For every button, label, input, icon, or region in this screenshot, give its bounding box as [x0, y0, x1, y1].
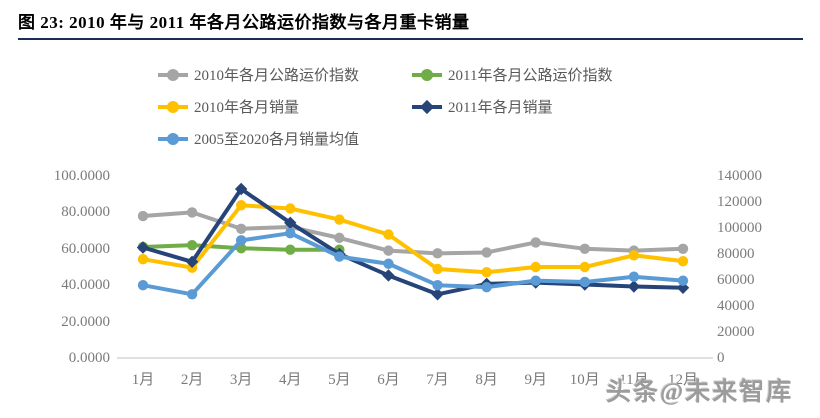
- legend-marker-shape: [421, 68, 433, 81]
- data-point-marker: [628, 250, 640, 261]
- data-point-marker: [579, 261, 591, 273]
- axis-tick-label: 60.0000: [61, 240, 110, 257]
- data-point-marker: [382, 269, 395, 282]
- legend-marker-shape: [167, 100, 179, 113]
- data-point-marker: [235, 200, 247, 211]
- data-point-marker: [530, 261, 541, 273]
- x-axis-month-label: 10月: [569, 372, 600, 388]
- data-point-marker: [481, 281, 492, 293]
- title-divider: [18, 38, 803, 40]
- data-point-marker: [677, 255, 689, 267]
- legend-marker-icon: [158, 68, 188, 81]
- left-axis-labels: 100.0000 80.0000 60.0000 40.0000 20.0000 0.00…: [28, 0, 110, 418]
- legend-item: 2010年各月销量: [158, 96, 412, 117]
- data-point-marker: [285, 244, 296, 255]
- x-axis-month-label: 7月: [426, 372, 449, 388]
- data-point-marker: [235, 235, 247, 246]
- x-axis-month-label: 3月: [229, 372, 253, 388]
- data-point-marker: [334, 251, 345, 262]
- axis-tick-label: 80.0000: [61, 204, 110, 221]
- axis-tick-label: 120000: [717, 194, 762, 210]
- legend-marker-icon: [158, 100, 188, 113]
- data-point-marker: [627, 280, 641, 293]
- data-point-marker: [234, 182, 248, 196]
- data-point-marker: [186, 207, 198, 218]
- series-line: [141, 203, 685, 275]
- figure-title: 图 23: 2010 年与 2011 年各月公路运价指数与各月重卡销量: [18, 13, 470, 32]
- axis-tick-label: 20000: [717, 324, 755, 340]
- data-point-marker: [628, 271, 640, 282]
- legend-item: 2010年各月公路运价指数: [158, 64, 412, 85]
- legend-item: 2011年各月销量: [412, 96, 692, 117]
- series-line: [141, 187, 685, 297]
- data-point-marker: [136, 241, 150, 254]
- x-axis-month-label: 9月: [524, 372, 547, 388]
- data-point-marker: [137, 210, 149, 222]
- legend-label: 2011年各月销量: [448, 100, 553, 116]
- legend-label: 2011年各月公路运价指数: [448, 68, 613, 84]
- data-point-marker: [677, 275, 689, 286]
- x-axis-month-label: 1月: [131, 372, 155, 388]
- right-axis-labels: 140000 120000 100000 80000 60000 40000 20000 0: [717, 0, 792, 418]
- data-point-marker: [481, 247, 492, 258]
- data-point-marker: [579, 243, 591, 254]
- data-point-marker: [431, 288, 444, 301]
- axis-tick-label: 60000: [717, 272, 755, 288]
- x-axis-month-label: 5月: [328, 372, 351, 388]
- legend-item: 2011年各月公路运价指数: [412, 64, 692, 85]
- legend-marker-shape: [167, 132, 179, 145]
- legend-marker-shape: [167, 68, 179, 81]
- legend-marker-icon: [158, 132, 188, 145]
- data-point-marker: [137, 280, 149, 291]
- axis-tick-label: 20.0000: [61, 313, 110, 330]
- data-point-marker: [186, 239, 198, 251]
- x-axis-month-label: 11月: [619, 372, 649, 388]
- legend-marker-icon: [412, 99, 442, 114]
- data-point-marker: [383, 258, 394, 269]
- data-point-marker: [235, 223, 247, 234]
- data-point-marker: [185, 255, 199, 268]
- chart-legend: 2010年各月公路运价指数 2011年各月公路运价指数 2010年各月销量 2011年…: [158, 64, 698, 149]
- data-point-marker: [432, 280, 443, 291]
- x-axis-month-label: 6月: [377, 372, 400, 388]
- x-axis-month-label: 8月: [475, 372, 498, 388]
- data-point-marker: [530, 237, 541, 248]
- axis-tick-label: 40.0000: [61, 277, 110, 294]
- legend-label: 2010年各月销量: [194, 100, 300, 116]
- data-point-marker: [137, 254, 149, 265]
- data-point-marker: [530, 275, 541, 286]
- axis-tick-label: 0.0000: [68, 350, 110, 366]
- legend-item: 2005至2020各月销量均值: [158, 128, 412, 149]
- legend-label: 2010年各月公路运价指数: [194, 68, 360, 84]
- data-point-marker: [186, 289, 198, 300]
- data-point-marker: [334, 214, 345, 225]
- data-point-marker: [334, 232, 345, 244]
- axis-tick-label: 40000: [717, 298, 755, 314]
- data-point-marker: [481, 267, 492, 278]
- x-axis-month-label: 4月: [279, 372, 302, 388]
- data-point-marker: [383, 229, 394, 240]
- data-point-marker: [432, 248, 443, 259]
- data-point-marker: [284, 216, 297, 229]
- axis-tick-label: 140000: [717, 168, 762, 184]
- data-point-marker: [579, 276, 591, 288]
- data-point-marker: [285, 228, 296, 239]
- data-point-marker: [383, 245, 394, 256]
- axis-tick-label: 80000: [717, 246, 755, 262]
- x-axis-month-label: 2月: [180, 372, 204, 388]
- axis-tick-label: 100.0000: [53, 168, 110, 184]
- axis-tick-label: 100000: [717, 220, 762, 236]
- data-point-marker: [432, 263, 443, 275]
- legend-label: 2005至2020各月销量均值: [194, 132, 360, 148]
- legend-marker-icon: [412, 68, 442, 81]
- watermark: 头条@未来智库: [606, 379, 794, 406]
- series-line: [141, 231, 685, 297]
- axis-tick-label: 0: [717, 350, 725, 366]
- x-axis-month-label: 12月: [667, 372, 698, 388]
- data-point-marker: [677, 243, 689, 254]
- data-point-marker: [285, 203, 296, 214]
